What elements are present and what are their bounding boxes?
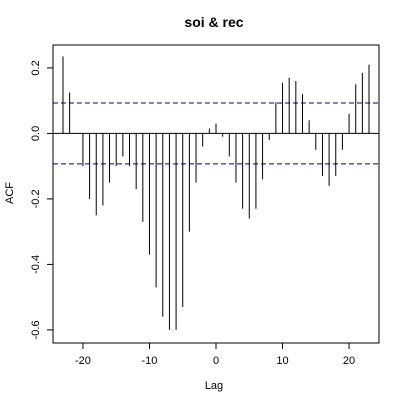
x-tick-label: 20 xyxy=(343,355,355,367)
x-axis-label: Lag xyxy=(205,380,223,392)
y-tick-label: -0.4 xyxy=(30,255,42,274)
x-tick-label: 10 xyxy=(276,355,288,367)
x-tick-label: -10 xyxy=(142,355,158,367)
x-tick-label: -20 xyxy=(75,355,91,367)
x-tick-label: 0 xyxy=(213,355,219,367)
y-axis: -0.6 -0.4 -0.2 0.0 0.2 xyxy=(30,60,53,339)
y-tick-label: 0.0 xyxy=(30,126,42,141)
chart-title: soi & rec xyxy=(184,14,243,30)
y-tick-label: -0.2 xyxy=(30,189,42,208)
y-tick-label: -0.6 xyxy=(30,320,42,339)
y-tick-label: 0.2 xyxy=(30,60,42,75)
y-axis-label: ACF xyxy=(4,182,16,204)
acf-spikes xyxy=(62,56,370,330)
x-axis: -20 -10 0 10 20 xyxy=(75,343,355,367)
